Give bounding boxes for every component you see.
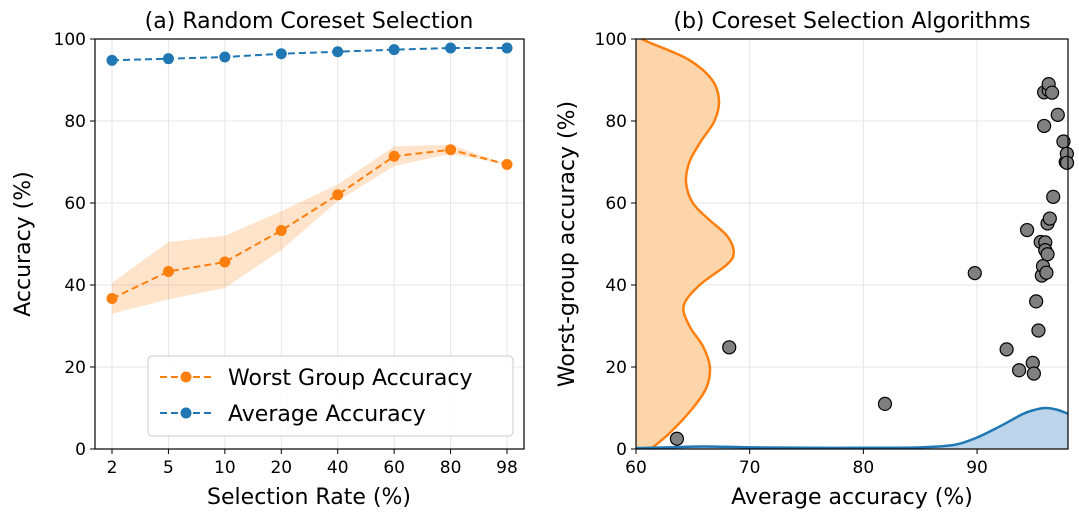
worst-group-point (388, 150, 400, 162)
scatter-point (1050, 107, 1065, 122)
scatter-point (1026, 366, 1041, 381)
panel-a-y-axis-label: Accuracy (%) (11, 171, 36, 317)
worst-group-point (219, 256, 231, 268)
average-point (162, 53, 174, 65)
panel-a-x-axis-label: Selection Rate (%) (207, 485, 411, 510)
panel-a-frame (94, 38, 525, 450)
average-point (275, 48, 287, 60)
panel-a-worst-group-band (112, 144, 507, 314)
scatter-point (1059, 155, 1075, 170)
y-tick-label: 0 (75, 440, 86, 460)
legend-worst-group-label: Worst Group Accuracy (228, 366, 472, 391)
worst-group-point (275, 224, 287, 236)
legend: Worst Group Accuracy Average Accuracy (147, 355, 514, 437)
x-tick-label: 80 (440, 458, 462, 478)
worst-group-density-line (641, 37, 736, 450)
x-tick-label: 40 (327, 458, 349, 478)
average-density-fill (636, 407, 1068, 449)
y-tick-label: 0 (616, 440, 627, 460)
worst-group-point (162, 265, 174, 277)
y-tick-label: 80 (605, 112, 627, 132)
x-tick-label: 70 (739, 458, 761, 478)
legend-average-label: Average Accuracy (228, 402, 426, 427)
scatter-point (1037, 118, 1052, 134)
panel-b-points (669, 76, 1075, 446)
panel-a: (a) Random Coreset Selection 2 5 10 20 40 60 8… (11, 9, 525, 510)
average-point (332, 46, 344, 58)
panel-a-series (106, 42, 513, 305)
x-tick-label: 2 (107, 458, 118, 478)
y-tick-label: 20 (64, 358, 86, 378)
x-tick-label: 20 (270, 458, 292, 478)
y-tick-label: 20 (605, 358, 627, 378)
x-tick-label: 98 (496, 458, 518, 478)
y-tick-label: 60 (64, 194, 86, 214)
y-tick-label: 40 (605, 276, 627, 296)
y-tick-label: 100 (595, 30, 627, 50)
x-tick-label: 60 (383, 458, 405, 478)
legend-average-marker (180, 407, 192, 419)
panel-b-title: (b) Coreset Selection Algorithms (673, 9, 1030, 34)
x-tick-label: 10 (214, 458, 236, 478)
scatter-point (1042, 211, 1057, 226)
panel-b-ticks: 60 70 80 90 0 20 40 60 80 100 (595, 30, 988, 478)
x-tick-label: 60 (625, 458, 647, 478)
average-point (501, 42, 513, 54)
panel-b-frame (635, 38, 1069, 450)
y-tick-label: 100 (54, 30, 86, 50)
y-tick-label: 60 (605, 194, 627, 214)
scatter-point (1039, 265, 1054, 280)
average-point (388, 44, 400, 56)
worst-group-point (332, 189, 344, 201)
scatter-point (1046, 189, 1061, 204)
x-tick-label: 80 (853, 458, 875, 478)
worst-group-band (112, 144, 507, 314)
scatter-point (669, 431, 685, 446)
panel-b-x-axis-label: Average accuracy (%) (731, 485, 973, 510)
x-tick-label: 90 (966, 458, 988, 478)
y-tick-label: 80 (64, 112, 86, 132)
scatter-point (1019, 222, 1035, 238)
scatter-point (1029, 294, 1044, 309)
panel-a-ticks: 2 5 10 20 40 60 80 98 0 20 40 60 80 100 (54, 30, 518, 478)
worst-group-point (501, 158, 513, 170)
legend-box (147, 355, 514, 437)
worst-group-line (111, 148, 508, 300)
y-tick-label: 40 (64, 276, 86, 296)
worst-group-point (106, 293, 118, 305)
scatter-point (1040, 247, 1055, 262)
average-density-line (635, 406, 1069, 450)
worst-group-density-fill (636, 39, 734, 449)
average-point (219, 51, 231, 63)
scatter-point (1012, 363, 1027, 378)
panel-a-title: (a) Random Coreset Selection (145, 9, 474, 34)
legend-worst-group-marker (180, 371, 192, 383)
scatter-point (722, 340, 737, 355)
panel-b-y-axis-label: Worst-group accuracy (%) (555, 101, 580, 387)
scatter-point (999, 342, 1014, 357)
scatter-point (1044, 85, 1060, 100)
scatter-point (967, 266, 982, 281)
panel-b: (b) Coreset Selection Algorithms 60 70 80 9… (555, 9, 1075, 510)
scatter-point (1031, 323, 1046, 338)
x-tick-label: 5 (163, 458, 174, 478)
panel-b-density (635, 37, 1069, 450)
average-point (106, 54, 118, 66)
worst-group-point (445, 144, 457, 156)
scatter-point (877, 396, 893, 411)
average-point (445, 42, 457, 54)
